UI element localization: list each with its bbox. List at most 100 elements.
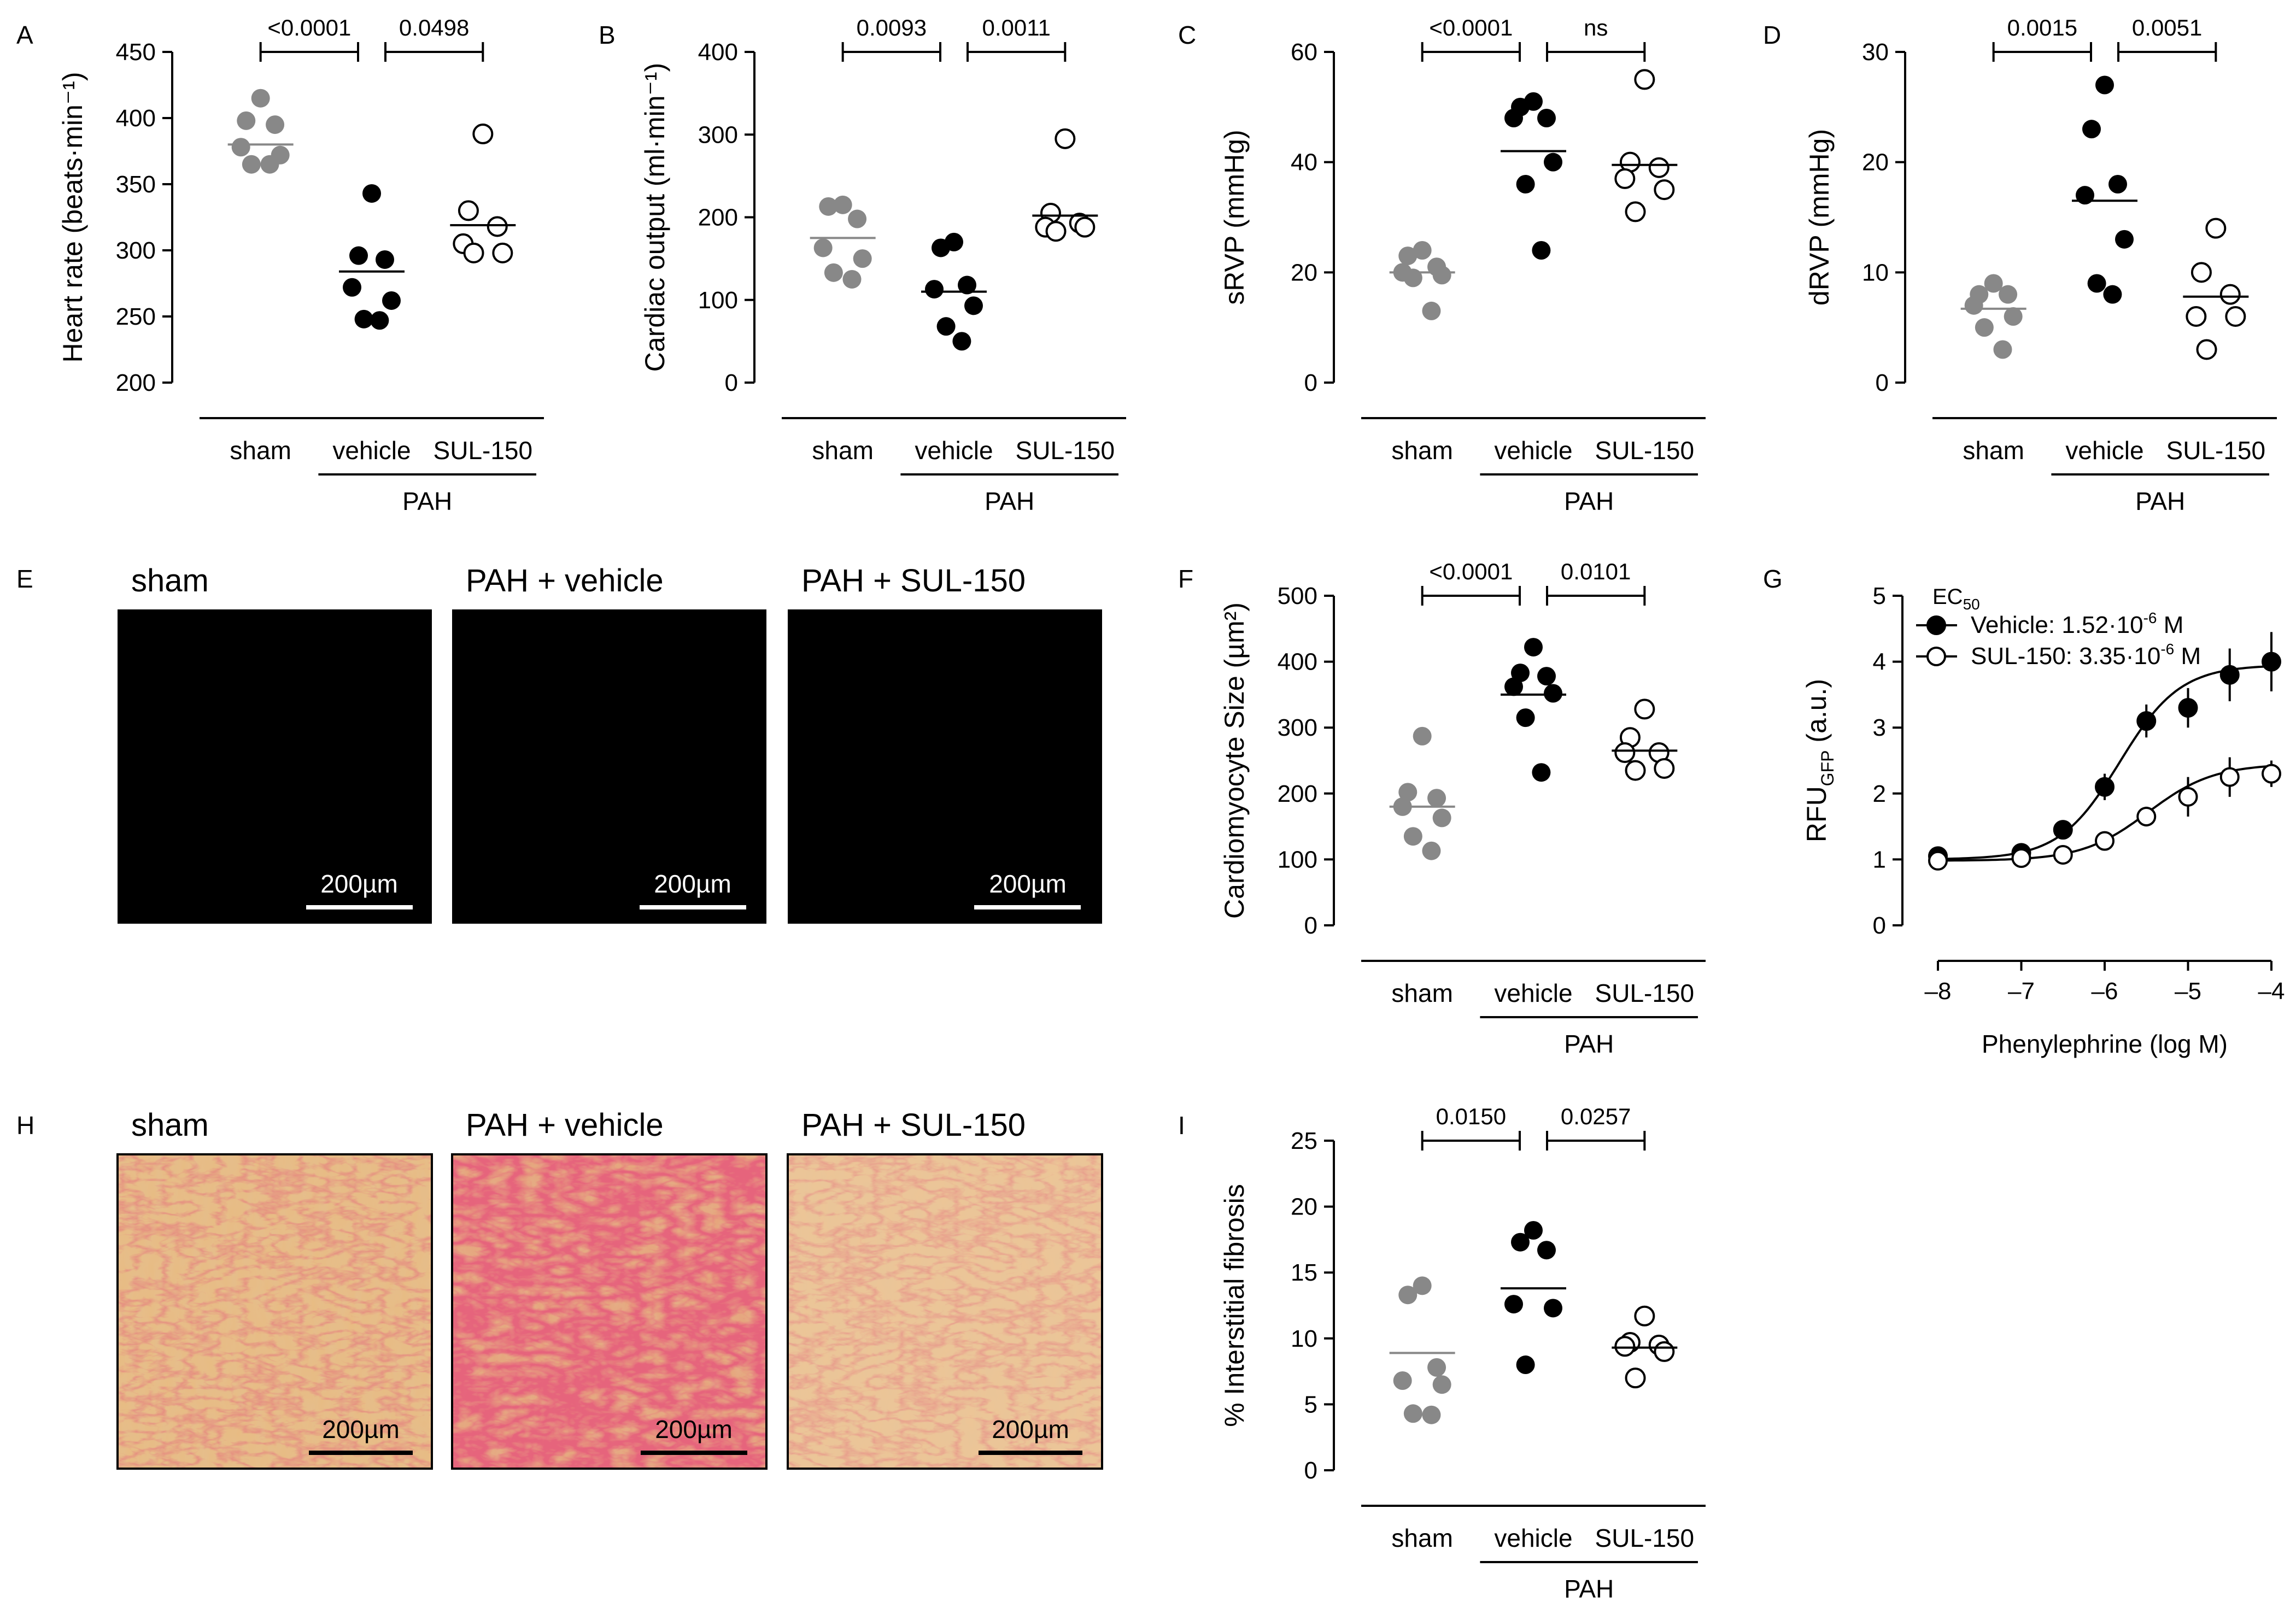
panel-E: E sham 200µm PAH + vehicle 200µm PAH + S… xyxy=(16,563,1102,924)
data-point xyxy=(1398,247,1418,266)
y-tick-label: 20 xyxy=(1291,259,1317,286)
data-point xyxy=(463,242,484,263)
y-tick-label: 500 xyxy=(1278,583,1317,609)
x-category-label: sham xyxy=(1391,1524,1452,1552)
x-category-label: sham xyxy=(1963,436,2024,465)
data-point xyxy=(1648,157,1670,178)
comparison-bracket: 0.0011 xyxy=(967,15,1067,62)
data-point xyxy=(472,124,494,145)
interstitial-fibrosis-chart: 0 5 10 15 20 25 % Interstitial fibrosis sham veh… xyxy=(1219,1104,1706,1603)
panel-letter-G: G xyxy=(1763,565,1783,593)
series-sham xyxy=(1960,274,2026,359)
data-point xyxy=(2108,175,2127,193)
series-sham xyxy=(810,195,876,289)
data-point xyxy=(1975,318,1994,337)
y-tick-label: 25 xyxy=(1291,1128,1317,1154)
comparison-bracket: 0.0150 xyxy=(1421,1104,1521,1151)
x-tick-label: –5 xyxy=(2175,978,2201,1005)
y-tick-label: 400 xyxy=(1278,649,1317,676)
comparison-bracket: <0.0001 xyxy=(259,15,359,62)
data-point xyxy=(1625,760,1646,781)
data-point xyxy=(2196,339,2217,360)
x-tick-label: –7 xyxy=(2008,978,2035,1005)
data-point xyxy=(1403,1404,1422,1423)
data-point xyxy=(1614,742,1636,764)
cardiac-output-chart: 0 100 200 300 400 Cardiac output (ml·min⁻¹) sh… xyxy=(640,15,1126,515)
group-label: PAH xyxy=(1564,487,1614,515)
legend-marker xyxy=(1926,647,1946,666)
x-category-label: SUL-150 xyxy=(1595,436,1695,465)
panel-letter-B: B xyxy=(599,21,616,49)
data-point xyxy=(925,280,944,299)
data-point xyxy=(2219,665,2240,685)
p-value-label: 0.0015 xyxy=(2007,15,2077,40)
data-point xyxy=(2205,218,2227,239)
data-point xyxy=(2011,848,2031,868)
y-axis-label: Cardiac output (ml·min⁻¹) xyxy=(640,63,670,372)
data-point xyxy=(958,275,976,295)
data-point xyxy=(382,291,401,310)
comparison-bracket: 0.0051 xyxy=(2117,15,2217,62)
x-category-label: SUL-150 xyxy=(1595,979,1695,1007)
y-tick-label: 1 xyxy=(1873,846,1886,873)
data-point xyxy=(2053,844,2073,865)
dose-response-chart: 0 1 2 3 4 5 –8 –7 –6 –5 –4 Phenylephrine (log M) RFU… xyxy=(1801,583,2285,1058)
data-point xyxy=(2115,230,2134,249)
data-point xyxy=(813,238,833,257)
data-point xyxy=(251,89,270,108)
data-point xyxy=(1544,152,1562,172)
data-point xyxy=(1413,726,1432,746)
panel-A: A 200 250 300 350 400 450 Heart rate (beats·mi… xyxy=(16,15,544,515)
y-tick-label: 250 xyxy=(116,303,156,330)
series-sham xyxy=(227,89,294,174)
data-point xyxy=(1654,1341,1675,1362)
drvp-chart: 0 10 20 30 dRVP (mmHg) sham vehicle SUL-150 PAH 0… xyxy=(1804,15,2277,515)
y-tick-label: 100 xyxy=(698,287,738,314)
x-category-label: vehicle xyxy=(2065,436,2143,465)
data-point xyxy=(1928,850,1948,871)
p-value-label: 0.0498 xyxy=(399,15,469,40)
x-axis-label: Phenylephrine (log M) xyxy=(1982,1030,2228,1058)
panel-F: F 0 100 200 300 400 500 Cardiomyocyte Size (µm… xyxy=(1178,559,1706,1058)
series-sham xyxy=(1389,241,1455,320)
srvp-chart: 0 20 40 60 sRVP (mmHg) sham vehicle SUL-150 PAH <… xyxy=(1219,15,1706,515)
data-point xyxy=(2095,831,2115,851)
data-point xyxy=(1427,789,1446,808)
data-point xyxy=(343,278,361,297)
data-point xyxy=(1984,274,2003,293)
data-point xyxy=(370,311,389,330)
data-point xyxy=(1634,1305,1655,1327)
data-point xyxy=(1422,841,1441,860)
data-point xyxy=(1537,1241,1556,1260)
data-point xyxy=(1654,179,1675,201)
group-label: PAH xyxy=(2135,487,2185,515)
y-tick-label: 3 xyxy=(1873,714,1886,741)
data-point xyxy=(1413,241,1432,260)
y-tick-label: 200 xyxy=(1278,780,1317,807)
y-tick-label: 20 xyxy=(1862,149,1889,176)
data-point xyxy=(354,309,373,328)
data-point xyxy=(1524,638,1543,657)
data-point xyxy=(1504,109,1523,127)
data-point xyxy=(2095,777,2115,797)
y-tick-label: 300 xyxy=(698,121,738,148)
comparison-bracket: <0.0001 xyxy=(1421,15,1521,62)
data-point xyxy=(932,238,950,257)
x-category-label: vehicle xyxy=(915,436,993,465)
panel-letter-F: F xyxy=(1178,565,1193,593)
data-point xyxy=(1625,1368,1646,1389)
y-axis-label: % Interstitial fibrosis xyxy=(1219,1184,1250,1427)
y-axis-label: dRVP (mmHg) xyxy=(1804,129,1835,306)
panel-letter-A: A xyxy=(16,21,33,49)
data-point xyxy=(1537,667,1556,686)
data-point xyxy=(1432,266,1451,285)
data-point xyxy=(2219,284,2241,305)
data-point xyxy=(2219,767,2240,787)
data-point xyxy=(1993,340,2012,359)
fluor-image-sham: sham 200µm xyxy=(118,563,432,924)
scale-bar-label: 200µm xyxy=(992,1415,1069,1443)
data-point xyxy=(2053,820,2073,840)
y-axis-label: RFUGFP (a.u.) xyxy=(1801,679,1837,842)
data-point xyxy=(1422,1405,1441,1424)
data-point xyxy=(2225,306,2246,327)
